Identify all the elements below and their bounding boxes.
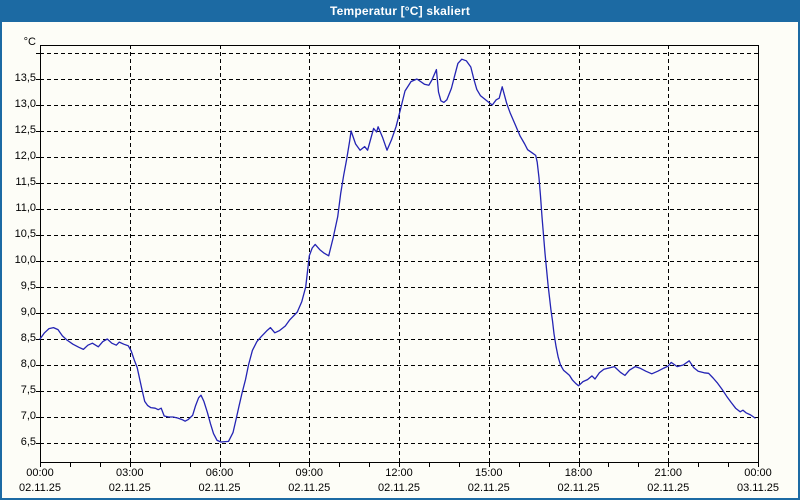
y-axis-tick-label: 11,5 [15, 176, 36, 188]
x-axis-time-label: 03:00 [115, 467, 144, 479]
gridlines [40, 45, 758, 462]
x-axis-date-label: 02.11.25 [288, 482, 331, 494]
y-axis-tick-label: 6,5 [20, 436, 36, 448]
x-axis-date-label: 02.11.25 [647, 482, 690, 494]
temperature-line [39, 58, 756, 443]
y-axis-tick-label: 8,5 [20, 332, 36, 344]
window-title: Temperatur [°C] skaliert [329, 4, 471, 18]
x-axis-time-label: 06:00 [205, 467, 234, 479]
window-titlebar[interactable]: Temperatur [°C] skaliert [0, 0, 800, 22]
x-axis-date-label: 02.11.25 [467, 482, 510, 494]
y-axis-tick-label: 8,0 [20, 358, 36, 370]
x-axis-date-label: 02.11.25 [377, 482, 420, 494]
plot-border [40, 45, 759, 463]
y-axis-tick-label: 12,0 [14, 150, 36, 162]
x-axis-date-label: 02.11.25 [557, 482, 600, 494]
y-axis-tick-label: 11,0 [15, 202, 36, 214]
x-axis-date-label: 02.11.25 [198, 482, 241, 494]
x-axis-time-label: 00:00 [744, 467, 772, 479]
x-axis-date-label: 02.11.25 [108, 482, 151, 494]
y-axis-tick-label: 10,5 [14, 228, 36, 240]
x-axis-time-label: 15:00 [474, 467, 503, 479]
y-axis-tick-label: 13,0 [14, 98, 36, 110]
x-axis-time-label: 21:00 [654, 467, 683, 479]
x-axis-time-label: 09:00 [295, 467, 324, 479]
y-axis-tick-label: 7,5 [20, 384, 36, 396]
x-axis-date-label: 02.11.25 [18, 482, 61, 494]
y-axis-tick-label: 7,0 [20, 410, 36, 422]
x-axis-time-label: 00:00 [26, 467, 54, 479]
y-axis-tick-label: 13,5 [14, 72, 36, 84]
y-axis-tick-label: 10,0 [14, 254, 36, 266]
y-axis-tick-label: 12,5 [14, 124, 36, 136]
x-axis-time-label: 12:00 [385, 467, 413, 479]
y-axis-unit-label: °C [23, 36, 36, 48]
y-axis-tick-label: 9,5 [20, 280, 36, 292]
x-axis-date-label: 03.11.25 [736, 482, 779, 494]
x-axis-time-label: 18:00 [564, 467, 593, 479]
axis-ticks [36, 53, 759, 467]
y-axis-tick-label: 9,0 [20, 306, 36, 318]
